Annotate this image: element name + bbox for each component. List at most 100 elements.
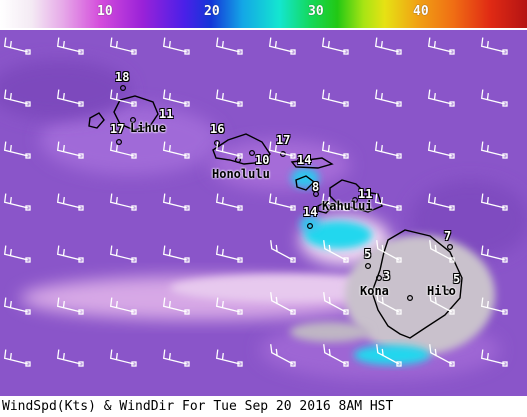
wind-barb xyxy=(109,297,137,315)
wind-barb xyxy=(323,292,349,315)
barb-station-square xyxy=(502,257,508,263)
calm-tail xyxy=(290,322,370,342)
coastlines xyxy=(88,95,463,339)
barb-station-square xyxy=(343,309,349,315)
colorbar-tick-40: 40 xyxy=(413,4,429,19)
city-label-honolulu: Honolulu xyxy=(212,167,270,181)
barb-station-square xyxy=(396,257,402,263)
colorbar-tick-10: 10 xyxy=(97,4,113,19)
barb-station-square xyxy=(184,205,190,211)
wind-barb xyxy=(215,193,243,211)
barb-station-square xyxy=(78,361,84,367)
wind-speed-field xyxy=(0,30,527,396)
wind-barb xyxy=(268,193,296,211)
barb-station-square xyxy=(449,257,455,263)
wind-barb xyxy=(374,141,402,159)
wind-speed-label: 8 xyxy=(312,180,320,194)
barb-station-square xyxy=(131,49,137,55)
wind-barb xyxy=(56,245,84,263)
barb-station-square xyxy=(343,257,349,263)
wind-barb xyxy=(3,349,31,367)
barb-station-square xyxy=(131,205,137,211)
barb-station-square xyxy=(290,153,296,159)
wind-speed-label: 11 xyxy=(159,107,174,121)
wind-barb xyxy=(374,37,402,55)
barb-station-square xyxy=(290,101,296,107)
wind-barb xyxy=(162,349,190,367)
city-label-kahului: Kahului xyxy=(322,199,373,213)
barb-station-square xyxy=(502,153,508,159)
wind-barb xyxy=(3,297,31,315)
barb-station-square xyxy=(184,49,190,55)
wind-barb xyxy=(321,37,349,55)
barb-station-square xyxy=(184,153,190,159)
wind-barb xyxy=(374,193,402,211)
barb-station-square xyxy=(343,49,349,55)
barb-station-square xyxy=(343,361,349,367)
wind-speed-label: 14 xyxy=(303,205,318,219)
niihau-coast xyxy=(88,112,105,129)
barb-station-square xyxy=(78,49,84,55)
wind-speed-label: 17 xyxy=(276,133,291,147)
wind-barb xyxy=(427,89,455,107)
wind-speed-label: 7 xyxy=(444,229,452,243)
wind-barb xyxy=(376,292,402,315)
barb-station-square xyxy=(290,309,296,315)
barb-station-square xyxy=(449,361,455,367)
wind-barb xyxy=(480,193,508,211)
barb-station-square xyxy=(78,153,84,159)
barb-station-square xyxy=(78,205,84,211)
kauai-coast xyxy=(113,95,159,131)
wind-barb xyxy=(56,37,84,55)
barb-station-square xyxy=(502,361,508,367)
city-label-lihue: Lihue xyxy=(130,121,167,135)
wind-barb xyxy=(215,37,243,55)
wind-barb xyxy=(323,240,349,263)
wind-barb xyxy=(109,245,137,263)
barb-station-square xyxy=(396,205,402,211)
barb-station-square xyxy=(184,361,190,367)
colorbar: 10 20 30 40 xyxy=(0,0,527,28)
big-island-calm xyxy=(345,235,495,355)
colorbar-tick-20: 20 xyxy=(204,4,220,19)
pailolo-jet xyxy=(291,168,319,188)
barb-station-square xyxy=(131,153,137,159)
wind-barb xyxy=(480,37,508,55)
wind-speed-label: 11 xyxy=(358,187,373,201)
wind-barb xyxy=(376,344,402,367)
barb-station-square xyxy=(343,101,349,107)
hawaii-coast xyxy=(371,229,463,339)
wind-barb xyxy=(270,292,296,315)
wind-barb xyxy=(270,344,296,367)
barb-station-square xyxy=(396,361,402,367)
wind-barb xyxy=(56,297,84,315)
barb-station-square xyxy=(237,101,243,107)
barb-station-square xyxy=(25,205,31,211)
barb-station-square xyxy=(502,49,508,55)
wind-barb xyxy=(480,89,508,107)
oahu-coast xyxy=(212,133,271,165)
wind-speed-label: 17 xyxy=(110,122,125,136)
wind-barb xyxy=(215,297,243,315)
barb-station-square xyxy=(396,153,402,159)
barb-station-square xyxy=(184,257,190,263)
barb-station-square xyxy=(78,101,84,107)
barb-station-square xyxy=(237,361,243,367)
wind-speed-label: 3 xyxy=(383,269,391,283)
barb-station-square xyxy=(449,153,455,159)
barb-station-square xyxy=(290,361,296,367)
wind-barb xyxy=(321,193,349,211)
barb-station-square xyxy=(343,205,349,211)
wind-speed-label: 10 xyxy=(255,153,270,167)
barb-station-square xyxy=(290,257,296,263)
wind-barb xyxy=(56,349,84,367)
city-label-hilo: Hilo xyxy=(427,284,456,298)
wind-barb xyxy=(376,240,402,263)
field-light-patch xyxy=(40,105,220,175)
wind-barb xyxy=(323,344,349,367)
barb-station-square xyxy=(131,309,137,315)
wind-barb xyxy=(215,141,243,159)
wind-barb xyxy=(427,141,455,159)
barb-station-square xyxy=(396,309,402,315)
barb-station-square xyxy=(25,101,31,107)
